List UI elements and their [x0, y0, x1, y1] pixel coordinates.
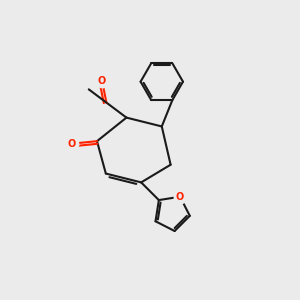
Text: O: O: [176, 192, 184, 202]
Text: O: O: [98, 76, 106, 86]
Text: O: O: [68, 139, 76, 149]
